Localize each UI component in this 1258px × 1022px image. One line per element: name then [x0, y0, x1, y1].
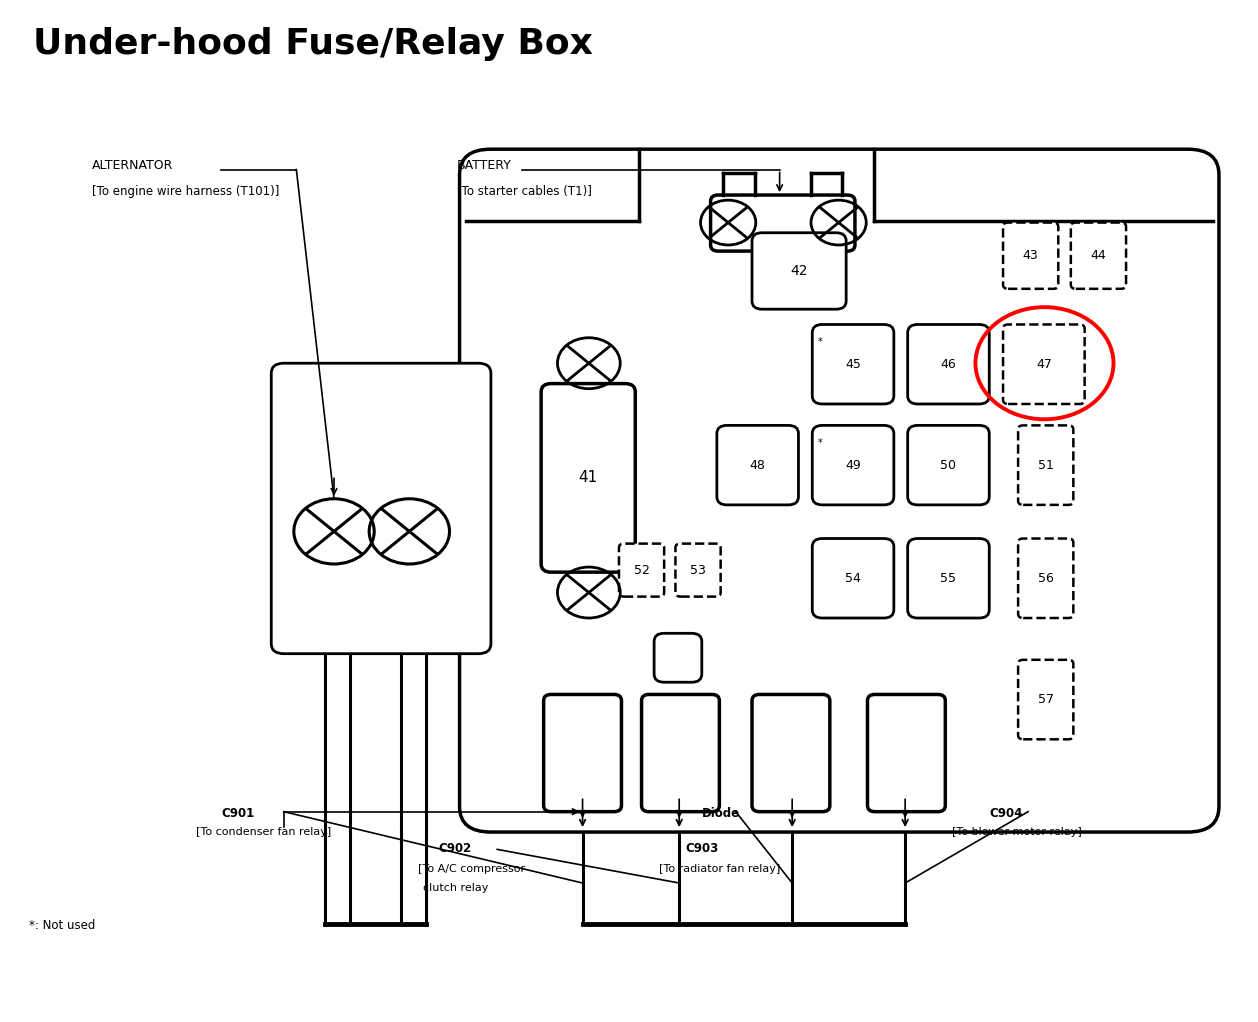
- FancyBboxPatch shape: [1018, 660, 1073, 739]
- Text: ALTERNATOR: ALTERNATOR: [92, 159, 174, 173]
- FancyBboxPatch shape: [908, 324, 989, 404]
- Text: *: *: [818, 336, 821, 346]
- Text: Under-hood Fuse/Relay Box: Under-hood Fuse/Relay Box: [33, 27, 593, 61]
- Text: 46: 46: [941, 358, 956, 371]
- Text: 55: 55: [941, 571, 956, 585]
- Text: 54: 54: [845, 571, 860, 585]
- Text: Diode: Diode: [702, 806, 740, 820]
- Text: [To condenser fan relay]: [To condenser fan relay]: [196, 827, 331, 837]
- FancyBboxPatch shape: [642, 695, 720, 811]
- FancyBboxPatch shape: [1003, 324, 1084, 404]
- Text: 53: 53: [691, 563, 706, 576]
- FancyBboxPatch shape: [619, 544, 664, 597]
- Text: [To blower motor relay]: [To blower motor relay]: [951, 827, 1082, 837]
- Text: 56: 56: [1038, 571, 1054, 585]
- Text: C904: C904: [989, 806, 1023, 820]
- FancyBboxPatch shape: [1071, 223, 1126, 289]
- FancyBboxPatch shape: [752, 695, 830, 811]
- Text: clutch relay: clutch relay: [423, 883, 488, 893]
- Text: 48: 48: [750, 459, 766, 471]
- Text: 43: 43: [1023, 249, 1039, 263]
- FancyBboxPatch shape: [868, 695, 945, 811]
- Text: BATTERY: BATTERY: [457, 159, 512, 173]
- Text: *: Not used: *: Not used: [29, 919, 96, 932]
- Text: *: *: [818, 437, 821, 448]
- FancyBboxPatch shape: [459, 149, 1219, 832]
- Text: 45: 45: [845, 358, 860, 371]
- Text: C902: C902: [438, 842, 472, 855]
- FancyBboxPatch shape: [676, 544, 721, 597]
- FancyBboxPatch shape: [272, 363, 491, 654]
- FancyBboxPatch shape: [752, 233, 847, 310]
- Text: 49: 49: [845, 459, 860, 471]
- Text: [To A/C compressor: [To A/C compressor: [418, 864, 526, 874]
- Text: 41: 41: [579, 470, 598, 485]
- FancyBboxPatch shape: [711, 195, 855, 251]
- Text: C901: C901: [221, 806, 254, 820]
- FancyBboxPatch shape: [541, 383, 635, 572]
- FancyBboxPatch shape: [717, 425, 799, 505]
- FancyBboxPatch shape: [654, 634, 702, 683]
- FancyBboxPatch shape: [813, 425, 894, 505]
- Text: 57: 57: [1038, 693, 1054, 706]
- FancyBboxPatch shape: [1018, 539, 1073, 618]
- FancyBboxPatch shape: [1003, 223, 1058, 289]
- Text: [To starter cables (T1)]: [To starter cables (T1)]: [457, 185, 593, 198]
- Text: 50: 50: [941, 459, 956, 471]
- FancyBboxPatch shape: [908, 539, 989, 618]
- Text: 44: 44: [1091, 249, 1106, 263]
- Text: 51: 51: [1038, 459, 1054, 471]
- Text: C903: C903: [686, 842, 718, 855]
- FancyBboxPatch shape: [1018, 425, 1073, 505]
- FancyBboxPatch shape: [908, 425, 989, 505]
- FancyBboxPatch shape: [813, 324, 894, 404]
- FancyBboxPatch shape: [543, 695, 621, 811]
- Text: [To engine wire harness (T101)]: [To engine wire harness (T101)]: [92, 185, 279, 198]
- Text: 47: 47: [1035, 358, 1052, 371]
- Text: [To radiator fan relay]: [To radiator fan relay]: [659, 864, 780, 874]
- Text: 42: 42: [790, 264, 808, 278]
- FancyBboxPatch shape: [813, 539, 894, 618]
- Text: 52: 52: [634, 563, 649, 576]
